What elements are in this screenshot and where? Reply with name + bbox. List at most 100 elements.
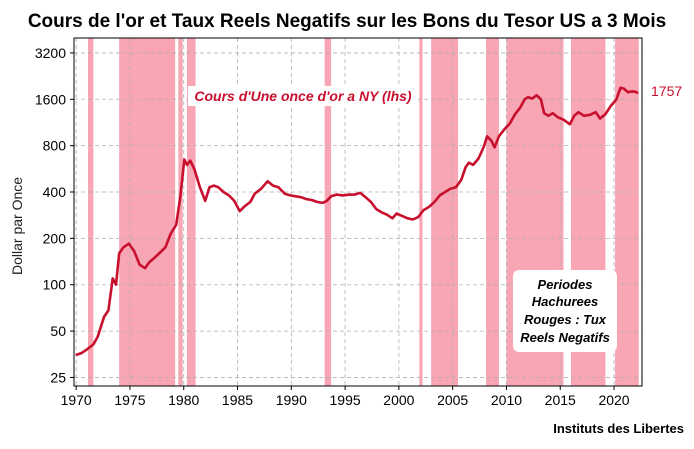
data-point: [508, 122, 511, 125]
data-point: [153, 256, 156, 259]
data-point: [253, 192, 256, 195]
data-point: [127, 242, 130, 245]
data-point: [164, 246, 167, 249]
y-tick-label-400: 400: [43, 184, 67, 200]
data-point: [375, 208, 378, 211]
data-point: [540, 98, 542, 101]
data-point: [433, 201, 436, 203]
data-point: [477, 157, 480, 160]
data-point: [636, 92, 639, 94]
data-point: [543, 112, 545, 115]
series-label-box: [188, 86, 418, 106]
data-point: [631, 90, 634, 93]
data-point: [438, 194, 441, 197]
data-point: [148, 261, 151, 264]
x-tick-label-1980: 1980: [168, 392, 199, 408]
data-point: [272, 184, 274, 187]
data-point: [138, 263, 141, 266]
data-point: [342, 194, 344, 197]
y-tick-label-100: 100: [43, 277, 67, 293]
x-tick-label-2005: 2005: [437, 392, 468, 408]
data-point: [186, 164, 188, 166]
data-point: [118, 252, 121, 255]
data-point: [557, 116, 559, 119]
x-tick-label-2020: 2020: [598, 392, 629, 408]
data-point: [199, 186, 201, 189]
data-point: [183, 158, 186, 161]
data-point: [159, 251, 162, 254]
shaded-period-3: [178, 38, 183, 386]
data-point: [547, 114, 550, 117]
data-point: [569, 123, 571, 126]
y-tick-label-1600: 1600: [35, 91, 66, 107]
data-point: [455, 186, 457, 189]
data-point: [531, 97, 534, 100]
note-line-1: Periodes: [538, 277, 593, 292]
legend-note-box: [513, 270, 617, 352]
data-point: [577, 111, 580, 114]
note-line-3: Rouges : Tux: [524, 312, 607, 327]
data-point: [249, 201, 252, 203]
data-point: [179, 194, 182, 197]
data-point: [294, 195, 297, 198]
data-point: [583, 114, 585, 117]
note-line-4: Reels Negatifs: [520, 330, 610, 345]
data-point: [321, 202, 324, 204]
data-point: [483, 145, 485, 148]
data-point: [523, 98, 526, 101]
note-line-2: Hachurees: [532, 294, 598, 309]
data-point: [217, 186, 220, 189]
data-point: [472, 164, 474, 166]
chart-title: Cours de l'or et Taux Reels Negatifs sur…: [28, 11, 666, 32]
data-point: [75, 354, 78, 356]
data-point: [310, 199, 313, 201]
data-point: [107, 309, 110, 312]
x-tick-label-1990: 1990: [276, 392, 307, 408]
shaded-period-11: [615, 38, 639, 386]
x-tick-label-2000: 2000: [383, 392, 414, 408]
data-point: [464, 166, 467, 169]
data-point: [490, 139, 493, 142]
data-point: [370, 201, 372, 203]
data-point: [325, 200, 328, 202]
shaded-period-1: [87, 38, 94, 386]
data-point: [514, 113, 516, 116]
data-point: [175, 223, 178, 226]
data-point: [204, 200, 207, 202]
data-point: [144, 267, 146, 270]
x-tick-label-1970: 1970: [61, 392, 92, 408]
y-axis-ticks: 25 50 100 200 400 800 1600 3200: [35, 45, 74, 385]
y-tick-label-200: 200: [43, 230, 67, 246]
data-point: [449, 187, 452, 190]
data-point: [503, 128, 506, 131]
data-point: [266, 180, 269, 183]
data-point: [519, 106, 522, 109]
data-point: [133, 250, 136, 253]
data-point: [401, 215, 403, 217]
data-point: [260, 187, 263, 190]
data-point: [467, 161, 470, 164]
data-point: [460, 178, 463, 181]
data-point: [189, 159, 192, 162]
data-point: [364, 196, 367, 199]
data-point: [395, 212, 398, 215]
data-point: [283, 192, 286, 195]
data-point: [535, 94, 538, 97]
data-point: [589, 113, 592, 116]
x-tick-label-1985: 1985: [222, 392, 253, 408]
data-point: [86, 348, 88, 351]
data-point: [335, 193, 338, 196]
data-point: [348, 193, 351, 196]
data-point: [300, 196, 302, 199]
data-point: [115, 283, 117, 286]
data-point: [412, 218, 414, 221]
x-tick-label-1995: 1995: [330, 392, 361, 408]
data-point: [222, 191, 225, 193]
data-point: [493, 146, 496, 149]
data-point: [498, 135, 500, 138]
data-point: [238, 210, 241, 213]
data-point: [599, 117, 601, 120]
shaded-period-8: [486, 38, 499, 386]
data-point: [604, 113, 607, 116]
data-point: [80, 352, 83, 354]
